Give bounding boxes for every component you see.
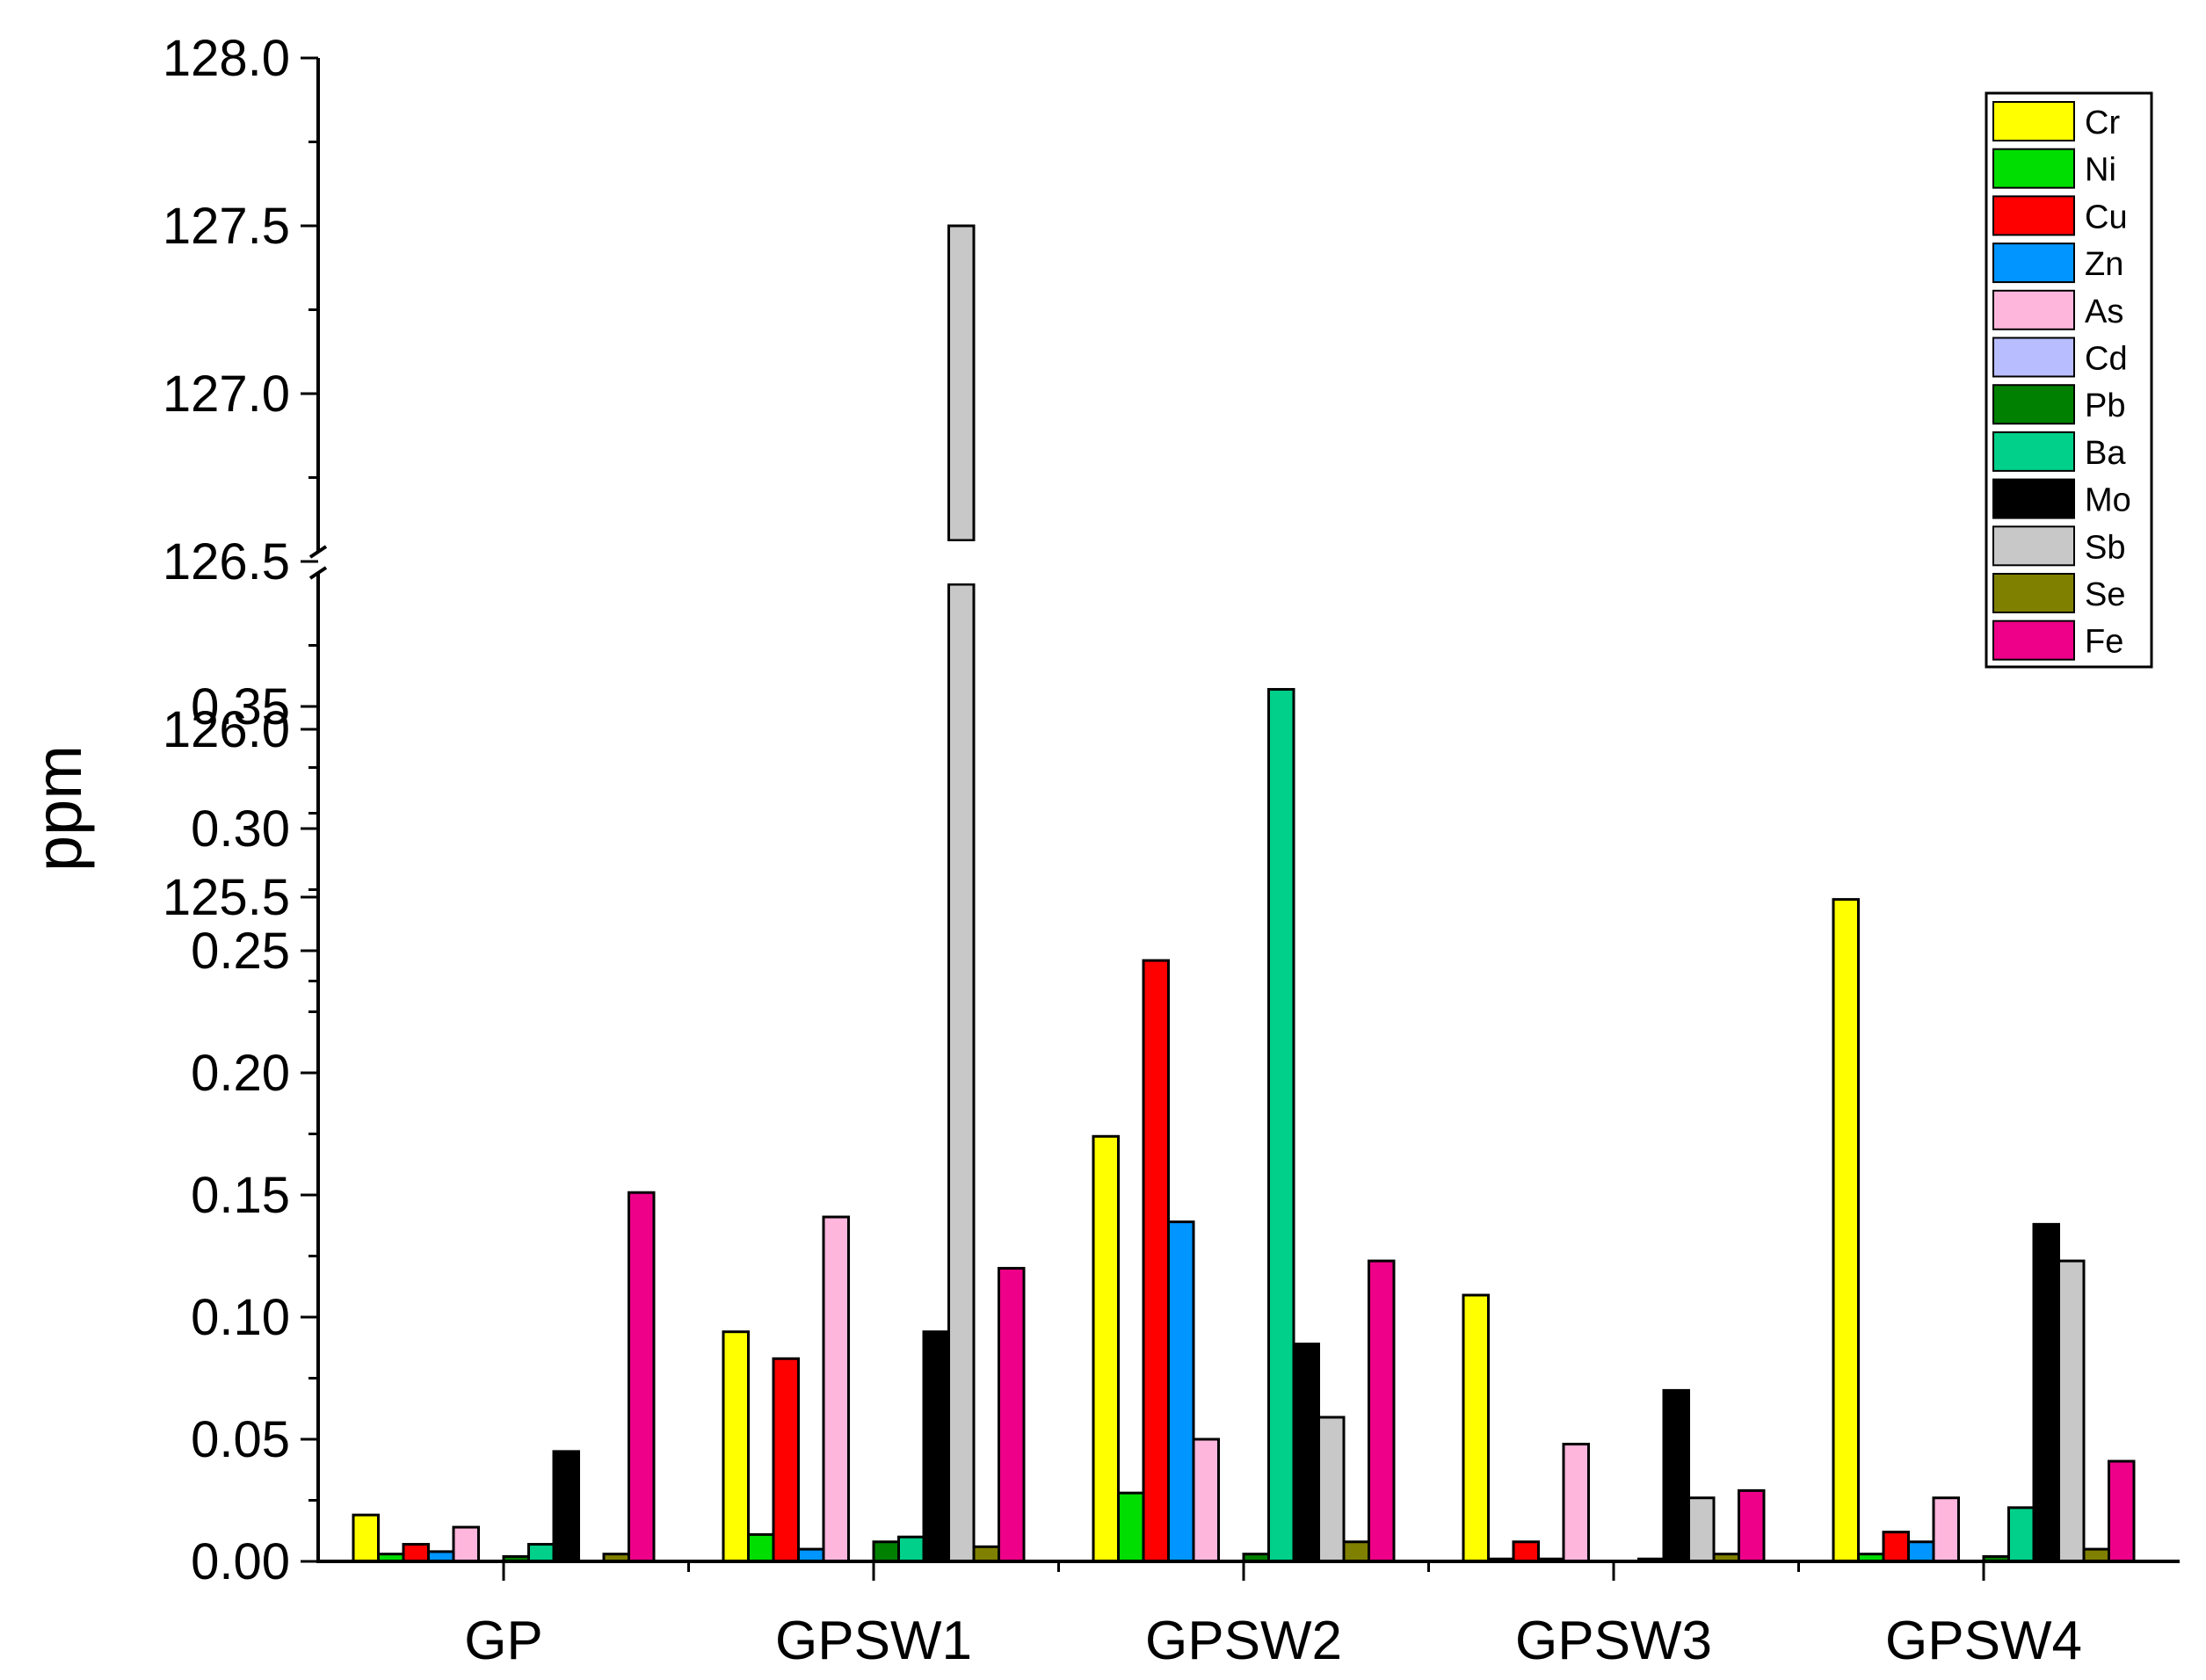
- bar-se-gpsw4: [2082, 1547, 2110, 1563]
- legend-label-sb: Sb: [2085, 529, 2125, 566]
- bar-cr-gpsw2: [1092, 1134, 1120, 1563]
- legend-label-cd: Cd: [2085, 341, 2128, 378]
- y-tick-label: 0.30: [191, 800, 290, 858]
- y-tick-label: 0.15: [191, 1167, 290, 1224]
- y-tick-label: 0.10: [191, 1289, 290, 1346]
- bar-se-gpsw1: [972, 1545, 1000, 1563]
- axis-break-mark-bottom: [308, 566, 328, 580]
- bar-pb-gpsw1: [872, 1540, 900, 1563]
- legend-swatch-zn: [1992, 243, 2075, 284]
- legend-label-fe: Fe: [2085, 624, 2123, 661]
- bar-as-gp: [452, 1525, 480, 1563]
- legend-label-cu: Cu: [2085, 199, 2128, 235]
- legend-swatch-as: [1992, 289, 2075, 330]
- bar-break-gap: [945, 541, 977, 583]
- bar-as-gpsw3: [1562, 1443, 1590, 1563]
- bar-fe-gpsw4: [2108, 1459, 2136, 1563]
- legend-label-mo: Mo: [2085, 482, 2131, 519]
- bar-sb-gpsw4: [2057, 1259, 2086, 1563]
- y-tick-label: 125.5: [163, 869, 290, 926]
- x-category-label: GPSW2: [1145, 1611, 1342, 1671]
- legend-swatch-fe: [1992, 619, 2075, 661]
- x-category-label: GP: [464, 1611, 543, 1671]
- legend-box: [1985, 91, 2153, 669]
- y-tick-label: 126.0: [163, 701, 290, 758]
- bars-layer: [352, 224, 2136, 1563]
- legend: Cr Ni Cu Zn As Cd Pb Ba Mo Sb Se Fe: [1985, 91, 2153, 669]
- bar-sb-gpsw2: [1317, 1416, 1346, 1563]
- bar-ba-gpsw4: [2007, 1506, 2035, 1563]
- legend-swatch-cd: [1992, 337, 2075, 378]
- bar-as-gpsw4: [1932, 1496, 1960, 1563]
- bar-ba-gpsw1: [897, 1535, 925, 1563]
- y-tick-label: 0.25: [191, 923, 290, 980]
- bar-cr-gp: [352, 1513, 380, 1563]
- bar-mo-gp: [552, 1450, 580, 1563]
- bar-sb-gpsw3: [1687, 1496, 1716, 1563]
- y-tick-label: 0.35: [191, 678, 290, 735]
- legend-swatch-cu: [1992, 195, 2075, 236]
- bar-sb-gpsw1-lower: [947, 583, 976, 1563]
- bar-fe-gp: [628, 1191, 656, 1563]
- bar-ni-gpsw1: [747, 1532, 775, 1563]
- bar-mo-gpsw2: [1292, 1343, 1320, 1563]
- y-tick-label: 0.00: [191, 1533, 290, 1590]
- y-tick-label: 0.05: [191, 1411, 290, 1468]
- x-category-label: GPSW1: [775, 1611, 972, 1671]
- bar-cu-gpsw1: [772, 1357, 800, 1563]
- y-axis-title: ppm: [22, 745, 95, 872]
- legend-label-ni: Ni: [2085, 152, 2116, 189]
- bar-cr-gpsw4: [1832, 898, 1860, 1563]
- y-tick-label: 127.0: [163, 366, 290, 423]
- bar-zn-gpsw1: [797, 1547, 825, 1563]
- y-tick-label: 126.5: [163, 533, 290, 590]
- ticks-layer: 0.00 0.05 0.10 0.15 0.20 0.25 0.30 0.35 125.5 126…: [163, 30, 2082, 1671]
- legend-swatch-ni: [1992, 148, 2075, 189]
- legend-label-as: As: [2085, 293, 2123, 330]
- legend-label-cr: Cr: [2085, 105, 2120, 141]
- bar-mo-gpsw3: [1662, 1388, 1690, 1563]
- legend-swatch-mo: [1992, 478, 2075, 519]
- bar-cu-gpsw4: [1882, 1531, 1910, 1563]
- bar-cr-gpsw3: [1462, 1293, 1490, 1563]
- axes-layer: [308, 58, 2180, 1563]
- y-tick-label: 128.0: [163, 30, 290, 87]
- axis-break-mark-top: [308, 545, 328, 559]
- bar-cu-gp: [402, 1543, 430, 1563]
- legend-swatch-sb: [1992, 525, 2075, 567]
- legend-label-se: Se: [2085, 576, 2125, 613]
- bar-zn-gpsw4: [1907, 1540, 1935, 1563]
- legend-swatch-se: [1992, 573, 2075, 613]
- x-category-label: GPSW3: [1515, 1611, 1712, 1671]
- bar-fe-gpsw3: [1738, 1488, 1766, 1563]
- bar-as-gpsw1: [822, 1215, 850, 1563]
- bar-as-gpsw2: [1192, 1437, 1220, 1563]
- bar-fe-gpsw1: [998, 1266, 1026, 1563]
- bar-zn-gpsw2: [1167, 1220, 1195, 1563]
- legend-swatch-ba: [1992, 431, 2075, 472]
- bar-cu-gpsw3: [1512, 1540, 1540, 1563]
- bar-sb-gpsw1-upper: [947, 224, 976, 542]
- y-tick-label: 0.20: [191, 1045, 290, 1102]
- y-tick-label: 127.5: [163, 198, 290, 255]
- bar-mo-gpsw4: [2032, 1222, 2060, 1563]
- bar-mo-gpsw1: [922, 1330, 950, 1563]
- bar-cr-gpsw1: [722, 1330, 750, 1563]
- bar-se-gpsw2: [1342, 1540, 1370, 1563]
- bar-cu-gpsw2: [1142, 959, 1170, 1563]
- legend-swatch-pb: [1992, 384, 2075, 425]
- legend-label-ba: Ba: [2085, 435, 2126, 472]
- legend-swatch-cr: [1992, 101, 2075, 141]
- legend-label-pb: Pb: [2085, 387, 2125, 424]
- bar-fe-gpsw2: [1368, 1259, 1396, 1563]
- x-category-label: GPSW4: [1885, 1611, 2082, 1671]
- legend-label-zn: Zn: [2085, 246, 2123, 283]
- bar-ba-gpsw2: [1267, 688, 1295, 1563]
- bar-ba-gp: [527, 1543, 555, 1563]
- bar-ni-gpsw2: [1117, 1491, 1145, 1563]
